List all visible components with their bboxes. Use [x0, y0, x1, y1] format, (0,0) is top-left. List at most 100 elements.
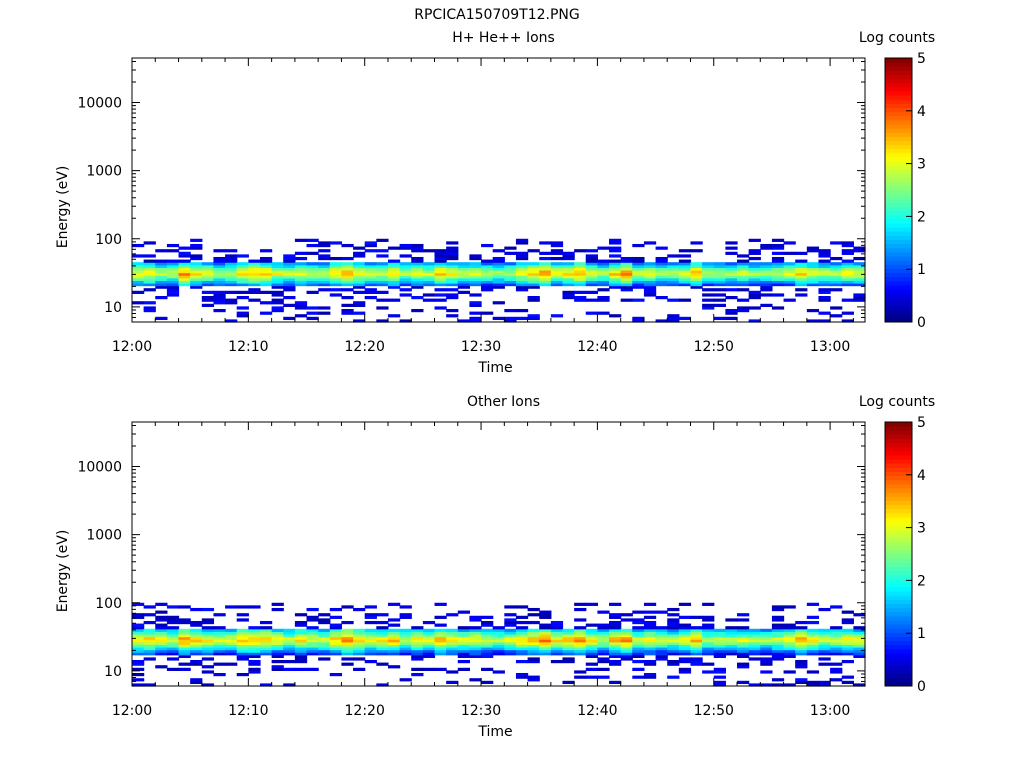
heatmap-cell — [457, 654, 471, 658]
heatmap-cell — [737, 282, 750, 287]
heatmap-cell — [783, 641, 796, 645]
heatmap-cell — [643, 602, 657, 606]
heatmap-cell — [806, 277, 820, 281]
heatmap-cell — [411, 631, 424, 635]
heatmap-cell — [190, 272, 203, 276]
heatmap-cell — [841, 241, 854, 245]
heatmap-cell — [632, 652, 645, 656]
heatmap-cell — [795, 259, 808, 263]
heatmap-cell — [667, 641, 680, 645]
heatmap-cell — [178, 267, 191, 271]
heatmap-cell — [690, 644, 703, 648]
heatmap-cell — [248, 639, 261, 643]
heatmap-cell — [725, 288, 738, 292]
heatmap-cell — [434, 288, 447, 292]
heatmap-cell — [364, 628, 377, 632]
heatmap-cell — [818, 652, 831, 656]
heatmap-cell — [318, 256, 331, 261]
heatmap-cell — [504, 633, 517, 638]
heatmap-cell — [632, 610, 645, 614]
heatmap-cell — [550, 639, 564, 643]
heatmap-cell — [387, 272, 401, 276]
heatmap-cell — [376, 631, 389, 635]
heatmap-cell — [376, 633, 389, 638]
heatmap-cell — [422, 272, 436, 276]
heatmap-cell — [504, 628, 517, 632]
heatmap-cell — [725, 308, 738, 313]
heatmap-cell — [713, 675, 726, 679]
heatmap-cell — [515, 275, 529, 279]
heatmap-cell — [434, 275, 447, 279]
heatmap-cell — [562, 639, 575, 643]
heatmap-cell — [737, 641, 750, 645]
heatmap-cell — [318, 633, 331, 638]
heatmap-cell — [236, 644, 249, 648]
heatmap-cell — [318, 613, 331, 617]
heatmap-cell — [329, 280, 343, 284]
heatmap-cell — [609, 249, 622, 253]
heatmap-cell — [178, 667, 191, 671]
heatmap-cell — [609, 267, 622, 271]
heatmap-cell — [411, 277, 424, 281]
heatmap-cell — [690, 272, 703, 276]
heatmap-cell — [329, 269, 343, 274]
heatmap-cell — [248, 662, 261, 666]
heatmap-cell — [353, 652, 366, 656]
heatmap-cell — [376, 662, 389, 666]
heatmap-cell — [702, 631, 715, 635]
heatmap-cell — [446, 262, 459, 266]
heatmap-cell — [283, 272, 296, 276]
heatmap-cell — [702, 623, 715, 627]
heatmap-cell — [306, 262, 319, 266]
heatmap-cell — [143, 254, 156, 258]
heatmap-cell — [166, 626, 180, 630]
heatmap-cell — [678, 602, 692, 606]
heatmap-cell — [283, 636, 296, 640]
heatmap-cell — [725, 267, 738, 271]
heatmap-cell — [166, 641, 180, 645]
heatmap-cell — [841, 649, 854, 653]
heatmap-cell — [166, 631, 180, 635]
heatmap-cell — [422, 633, 436, 638]
heatmap-cell — [143, 301, 156, 305]
heatmap-cell — [166, 280, 180, 284]
heatmap-cell — [504, 308, 517, 313]
heatmap-cell — [446, 277, 459, 281]
heatmap-cell — [492, 646, 505, 651]
heatmap-cell — [667, 662, 680, 666]
heatmap-cell — [504, 267, 517, 271]
heatmap-cell — [678, 628, 692, 632]
heatmap-cell — [411, 657, 424, 661]
heatmap-cell — [353, 628, 366, 632]
x-tick-label: 12:10 — [228, 339, 268, 355]
heatmap-cell — [737, 275, 750, 279]
heatmap-cell — [318, 631, 331, 635]
heatmap-cell — [515, 280, 529, 284]
heatmap-cell — [515, 251, 529, 255]
heatmap-cell — [713, 316, 726, 320]
heatmap-cell — [655, 644, 668, 648]
heatmap-cell — [132, 267, 145, 271]
heatmap-cell — [166, 636, 180, 640]
heatmap-cell — [806, 652, 820, 656]
heatmap-cell — [748, 238, 761, 242]
heatmap-cell — [143, 267, 156, 271]
heatmap-cell — [469, 303, 482, 307]
heatmap-cell — [771, 652, 785, 656]
heatmap-cell — [283, 264, 296, 268]
heatmap-cell — [341, 243, 354, 248]
heatmap-cell — [795, 646, 808, 651]
heatmap-cell — [294, 628, 308, 632]
heatmap-cell — [143, 683, 156, 687]
heatmap-cell — [201, 652, 215, 656]
heatmap-cell — [667, 613, 680, 617]
heatmap-cell — [294, 275, 308, 279]
heatmap-cell — [760, 282, 773, 287]
heatmap-cell — [271, 269, 284, 274]
heatmap-cell — [132, 613, 145, 617]
heatmap-cell — [353, 246, 366, 250]
heatmap-cell — [667, 280, 680, 284]
heatmap-cell — [364, 277, 377, 281]
heatmap-cell — [841, 319, 854, 323]
